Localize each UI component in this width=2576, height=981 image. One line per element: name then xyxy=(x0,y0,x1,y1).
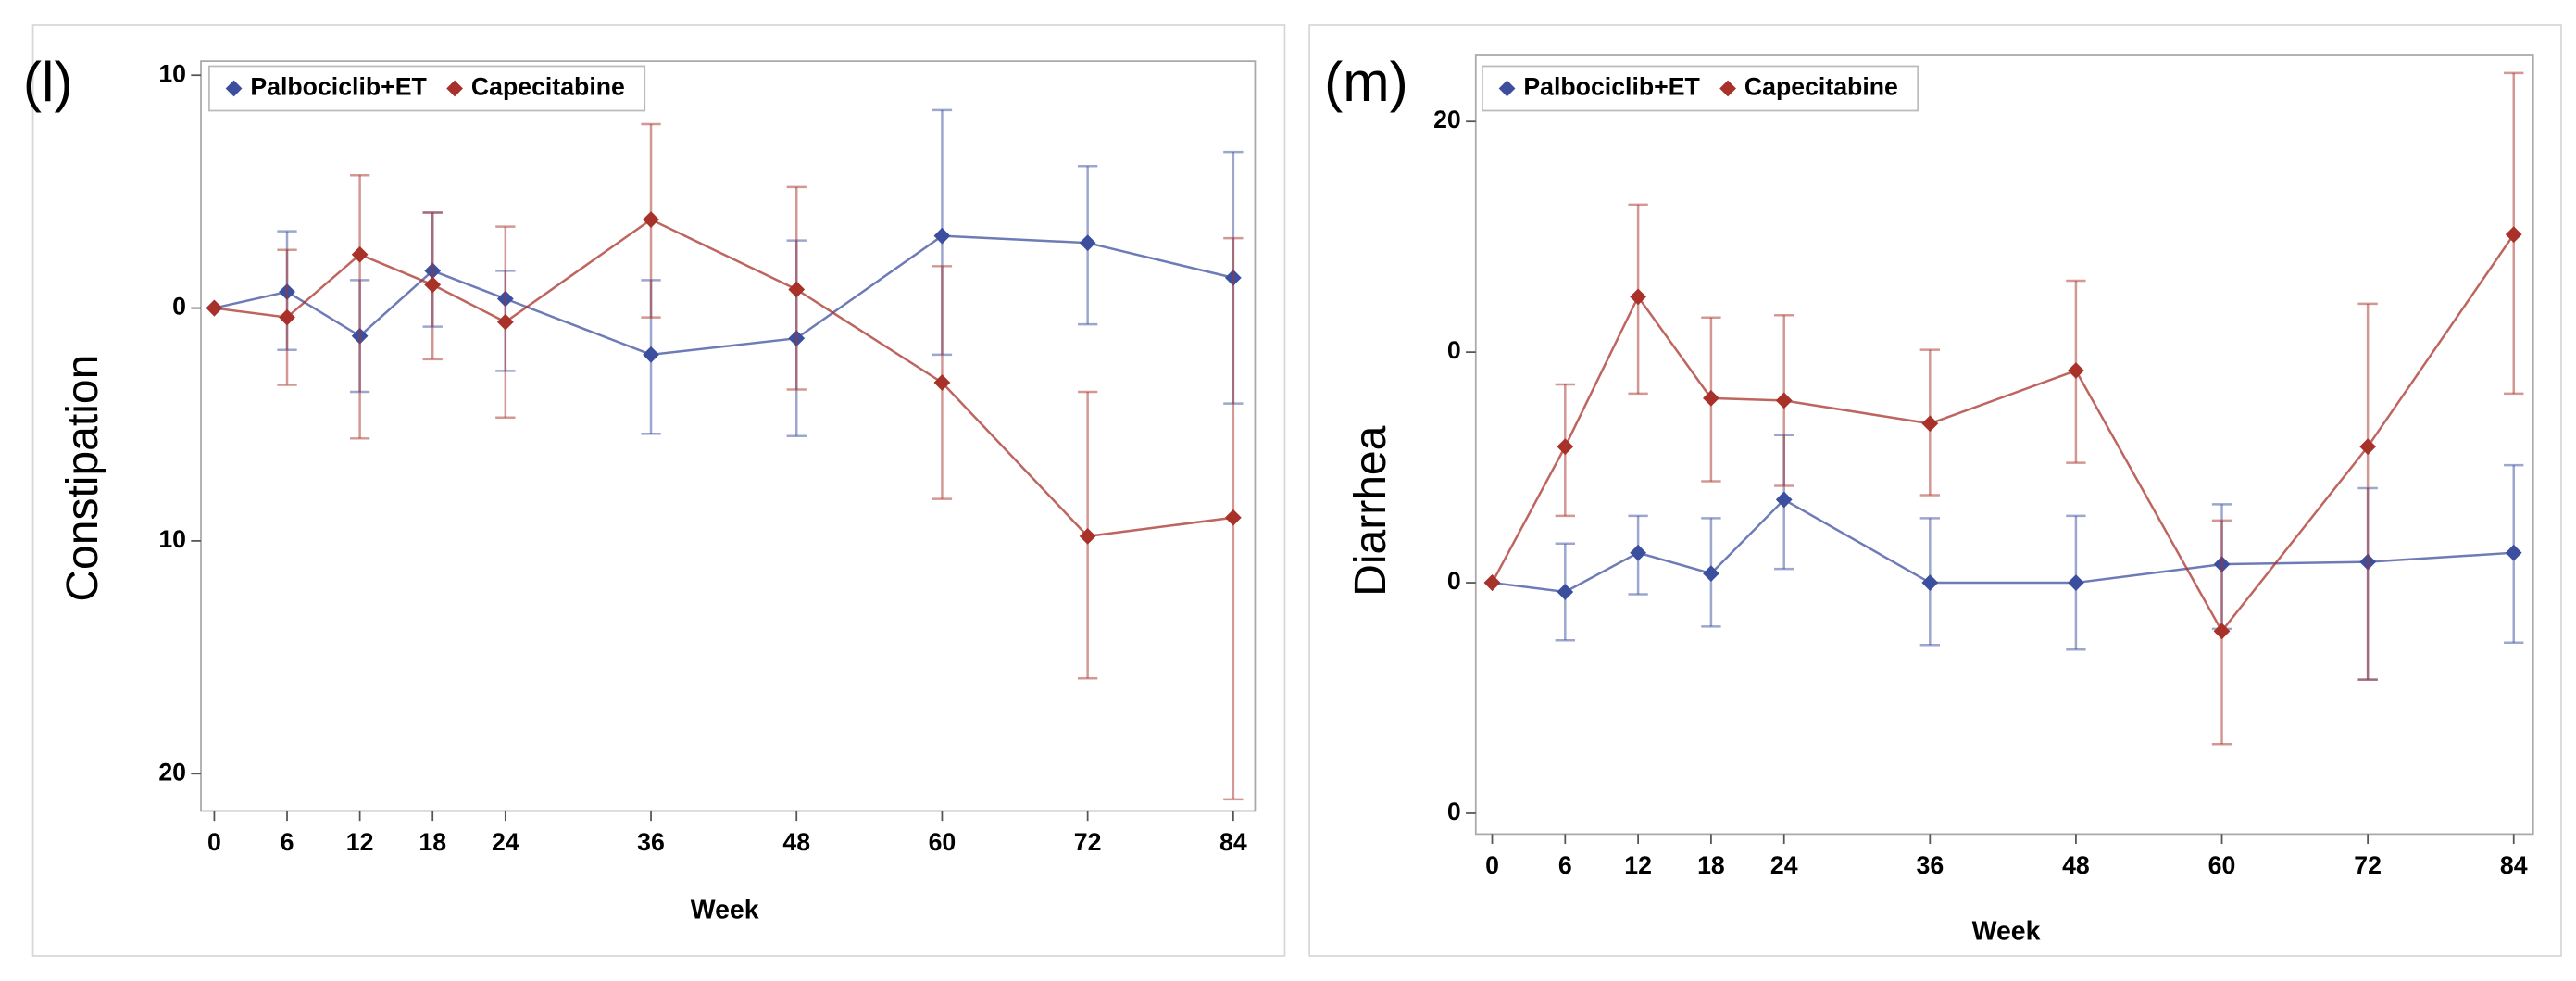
y-tick-label: 10 xyxy=(158,525,186,553)
series-line xyxy=(214,218,1234,538)
x-tick-label: 60 xyxy=(929,828,957,856)
plot-area xyxy=(1474,54,2534,836)
x-tick-label: 6 xyxy=(1558,851,1572,879)
panel-frame xyxy=(1308,24,2562,957)
point xyxy=(496,313,514,331)
x-tick-label: 0 xyxy=(207,828,221,856)
point xyxy=(1703,565,1719,582)
y-tick-label: 0 xyxy=(1447,798,1461,825)
x-tick-label: 24 xyxy=(1770,851,1798,879)
panel-frame xyxy=(31,24,1286,957)
x-tick-label: 36 xyxy=(1916,851,1944,879)
panel-label: (l) xyxy=(23,50,73,113)
legend-box xyxy=(1482,65,1919,112)
y-tick-label: 20 xyxy=(158,758,186,786)
point xyxy=(1775,392,1793,409)
y-tick-label: 10 xyxy=(158,59,186,87)
x-axis-title: Week xyxy=(1972,917,2041,947)
legend-label: Palbociclib+ET xyxy=(1523,73,1699,101)
legend-label: Palbociclib+ET xyxy=(250,73,426,101)
x-tick-label: 48 xyxy=(2062,851,2090,879)
legend: Palbociclib+ET Capecitabine xyxy=(1482,65,1919,112)
point xyxy=(1557,438,1574,456)
x-tick-label: 18 xyxy=(419,828,446,856)
error-bar xyxy=(349,174,370,440)
point xyxy=(933,227,951,245)
panel-label: (m) xyxy=(1324,50,1408,113)
x-tick-label: 18 xyxy=(1697,851,1725,879)
y-tick-label: 20 xyxy=(1433,106,1461,133)
legend-label: Capecitabine xyxy=(471,73,625,101)
x-tick-label: 6 xyxy=(281,828,294,856)
y-axis-title: Diarrhea xyxy=(1346,425,1395,596)
series-line xyxy=(214,234,1234,357)
point xyxy=(933,374,951,391)
plot-area xyxy=(200,60,1257,812)
point xyxy=(1921,415,1939,433)
point xyxy=(1483,574,1501,591)
x-tick-label: 84 xyxy=(2500,851,2528,879)
x-tick-label: 48 xyxy=(782,828,810,856)
point xyxy=(2359,438,2377,456)
y-tick-label: 0 xyxy=(172,293,186,321)
point xyxy=(351,245,369,263)
y-tick-label: 0 xyxy=(1447,336,1461,364)
point xyxy=(2068,574,2084,591)
point xyxy=(643,346,659,363)
point xyxy=(424,276,442,294)
series-line xyxy=(1492,497,2514,594)
point xyxy=(279,308,295,326)
point xyxy=(2213,623,2231,640)
panel: (l) Constipation Week 20 10 0 10 0 6 12 18 24 36 48 60… xyxy=(23,24,1286,957)
x-tick-label: 24 xyxy=(492,828,519,856)
legend-marker xyxy=(446,80,463,97)
point xyxy=(206,299,223,317)
x-tick-label: 60 xyxy=(2208,851,2236,879)
x-tick-label: 0 xyxy=(1485,851,1499,879)
legend-box xyxy=(208,65,646,112)
legend-marker xyxy=(1498,80,1516,97)
error-bar xyxy=(2357,302,2378,681)
x-tick-label: 12 xyxy=(346,828,374,856)
x-tick-label: 84 xyxy=(1219,828,1247,856)
x-tick-label: 36 xyxy=(637,828,665,856)
series-line xyxy=(1491,233,2515,634)
point xyxy=(643,211,659,228)
point xyxy=(1703,390,1719,407)
y-tick-label: 0 xyxy=(1447,567,1461,595)
legend-label: Capecitabine xyxy=(1744,73,1898,101)
point xyxy=(1079,234,1096,252)
point xyxy=(1557,584,1574,600)
x-tick-label: 72 xyxy=(2354,851,2382,879)
x-tick-label: 12 xyxy=(1624,851,1652,879)
x-axis-title: Week xyxy=(691,895,759,924)
legend-marker xyxy=(1719,80,1736,97)
x-tick-label: 72 xyxy=(1074,828,1102,856)
y-axis-title: Constipation xyxy=(58,355,107,602)
point xyxy=(1079,527,1096,545)
point xyxy=(1630,544,1647,561)
point xyxy=(1921,574,1939,591)
legend: Palbociclib+ET Capecitabine xyxy=(208,65,646,112)
point xyxy=(788,281,806,298)
point xyxy=(1630,288,1647,306)
